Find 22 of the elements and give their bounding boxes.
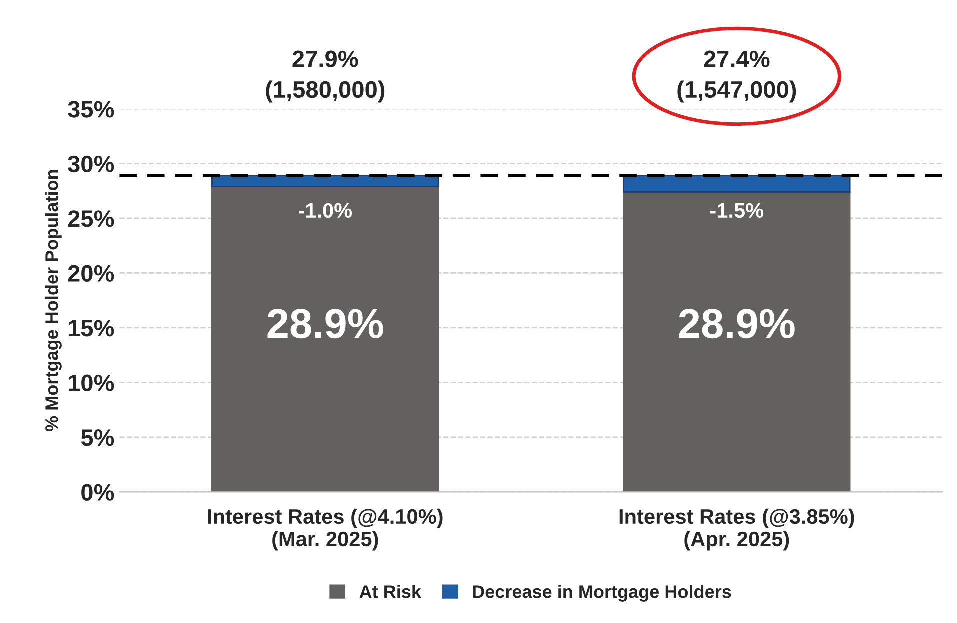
bar — [623, 192, 851, 492]
y-tick-label: 25% — [68, 210, 114, 228]
y-tick-label: 30% — [68, 156, 114, 173]
y-tick-label: 15% — [68, 320, 114, 337]
text: 27.4% (1,547,000) — [678, 50, 796, 103]
y-tick-label: 10% — [68, 374, 114, 392]
annotation: 28.9% — [679, 309, 795, 339]
annotation: 28.9% — [268, 309, 384, 339]
annotation: -1.5% — [710, 203, 764, 218]
legend-label: At Risk — [360, 585, 422, 598]
y-tick-label: 5% — [81, 430, 114, 446]
x-tick-label: Interest Rates (@3.85%) (Apr. 2025) — [620, 508, 854, 551]
y-axis-title: % Mortgage Holder Population — [45, 170, 62, 432]
annotation: -1.0% — [298, 203, 352, 218]
y-tick-label: 0% — [82, 484, 114, 501]
x-tick-label: Interest Rates (@4.10%) (Mar. 2025) — [208, 508, 443, 551]
text: 27.9% (1,580,000) — [266, 50, 385, 103]
y-tick-label: 20% — [68, 265, 114, 282]
bar — [212, 186, 440, 492]
legend-label: Decrease in Mortgage Holders — [473, 585, 732, 602]
y-tick-label: 35% — [68, 101, 114, 118]
bar — [623, 175, 851, 193]
